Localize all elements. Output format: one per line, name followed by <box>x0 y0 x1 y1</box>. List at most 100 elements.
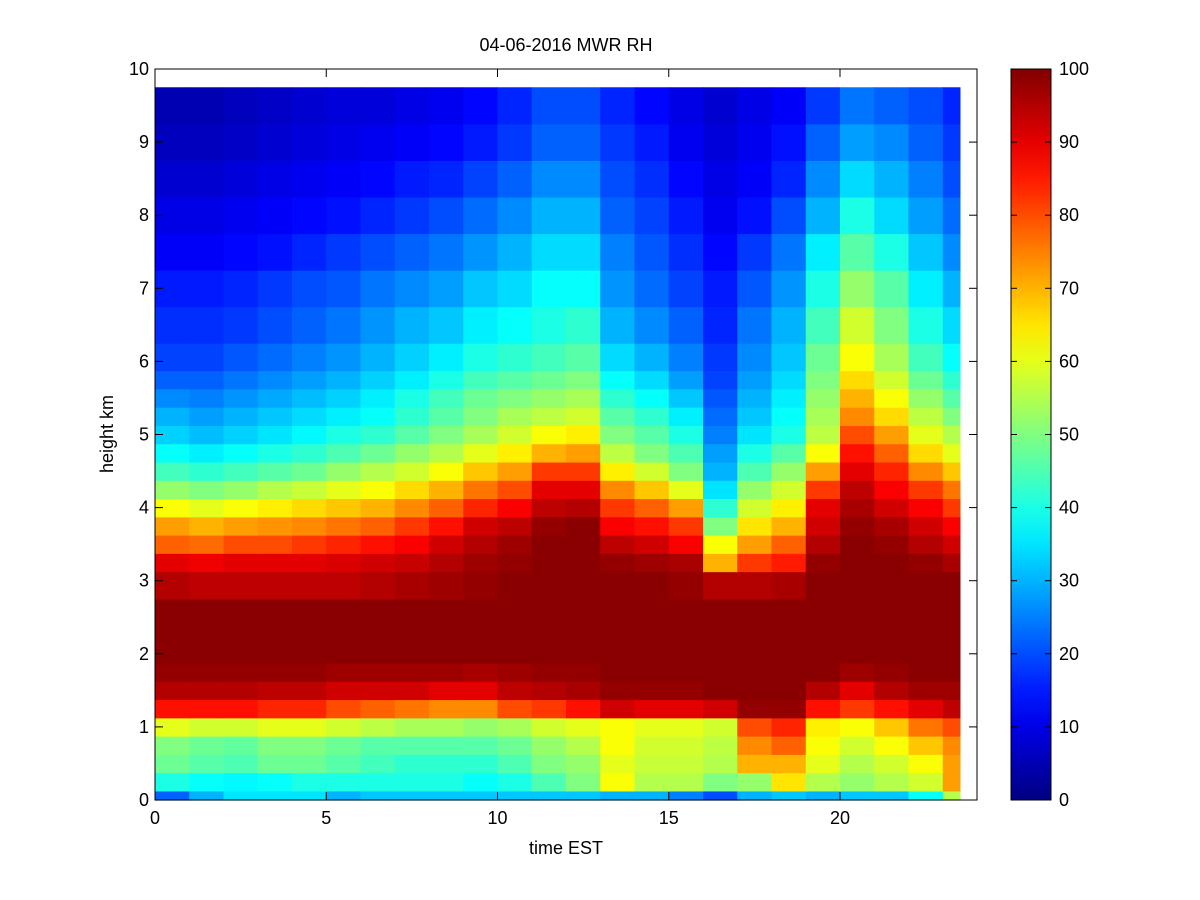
heatmap-cell <box>223 160 259 198</box>
heatmap-cell <box>257 270 293 308</box>
heatmap-cell <box>531 87 567 125</box>
heatmap-cell <box>463 699 499 719</box>
heatmap-cell <box>908 736 944 755</box>
heatmap-cell <box>394 516 430 536</box>
heatmap-cell <box>942 233 961 271</box>
y-tick-label: 5 <box>139 425 149 445</box>
heatmap-cell <box>668 736 704 755</box>
heatmap-cell <box>668 388 704 408</box>
heatmap-cell <box>531 699 567 719</box>
heatmap-cell <box>771 635 807 664</box>
heatmap-cell <box>703 571 738 600</box>
heatmap-cell <box>805 233 841 271</box>
heatmap-cell <box>531 772 567 792</box>
heatmap-cell <box>257 598 293 637</box>
heatmap-cell <box>155 87 190 125</box>
heatmap-cell <box>326 306 362 344</box>
heatmap-cell <box>737 736 773 755</box>
heatmap-cell <box>840 388 875 408</box>
heatmap-cell <box>600 772 636 792</box>
heatmap-cell <box>463 516 499 536</box>
heatmap-cell <box>257 87 293 125</box>
heatmap-cell <box>634 699 670 719</box>
heatmap-cell <box>668 87 704 125</box>
heatmap-cell <box>737 598 773 637</box>
heatmap-cell <box>566 535 601 554</box>
heatmap-cell <box>566 480 601 500</box>
heatmap-cell <box>360 123 396 161</box>
heatmap-cell <box>463 123 499 161</box>
heatmap-cell <box>600 662 636 682</box>
heatmap-cell <box>566 681 601 701</box>
heatmap-cell <box>497 498 533 518</box>
heatmap-cell <box>908 498 944 518</box>
heatmap-cell <box>257 662 293 682</box>
heatmap-cell <box>223 306 259 344</box>
heatmap-cell <box>771 516 807 536</box>
x-tick-label: 10 <box>487 808 507 828</box>
heatmap-cell <box>257 535 293 554</box>
heatmap-cell <box>497 407 533 426</box>
x-tick-label: 20 <box>830 808 850 828</box>
heatmap-cell <box>840 498 875 518</box>
heatmap-cell <box>257 343 293 372</box>
heatmap-cell <box>566 87 601 125</box>
heatmap-cell <box>566 736 601 755</box>
heatmap-cell <box>497 681 533 701</box>
heatmap-cell <box>497 772 533 792</box>
heatmap-cell <box>703 635 738 664</box>
heatmap-cell <box>463 425 499 445</box>
heatmap-cell <box>805 535 841 554</box>
heatmap-cell <box>531 233 567 271</box>
x-axis-label: time EST <box>529 838 603 858</box>
heatmap-cell <box>737 123 773 161</box>
heatmap-cell <box>874 662 910 682</box>
heatmap-cell <box>874 343 910 372</box>
heatmap-cell <box>394 388 430 408</box>
heatmap-cell <box>703 370 738 390</box>
heatmap-cell <box>497 196 533 235</box>
heatmap-cell <box>634 480 670 500</box>
heatmap-cell <box>566 407 601 426</box>
heatmap-cell <box>942 343 961 372</box>
heatmap-cell <box>497 662 533 682</box>
heatmap-cell <box>360 461 396 481</box>
heatmap-cell <box>223 233 259 271</box>
y-tick-label: 3 <box>139 571 149 591</box>
heatmap-cell <box>189 233 225 271</box>
heatmap-cell <box>223 699 259 719</box>
heatmap-cell <box>737 233 773 271</box>
heatmap-cell <box>360 160 396 198</box>
heatmap-cell <box>840 681 875 701</box>
heatmap-cell <box>189 498 225 518</box>
heatmap-cell <box>737 388 773 408</box>
heatmap-cell <box>703 388 738 408</box>
heatmap-cell <box>189 407 225 426</box>
heatmap-cell <box>326 407 362 426</box>
heatmap-cell <box>394 270 430 308</box>
colorbar-ticks: 0 10 20 30 40 50 60 70 80 90 100 <box>1011 59 1089 810</box>
heatmap-cell <box>292 425 327 445</box>
heatmap-cell <box>600 306 636 344</box>
heatmap-cell <box>223 535 259 554</box>
heatmap-cell <box>189 790 225 801</box>
heatmap-cell <box>394 717 430 737</box>
heatmap-cell <box>668 306 704 344</box>
heatmap-cell <box>840 270 875 308</box>
heatmap-cell <box>394 571 430 600</box>
heatmap-cell <box>805 343 841 372</box>
heatmap-cell <box>463 196 499 235</box>
colorbar-tick-label: 60 <box>1059 351 1079 371</box>
heatmap-cell <box>668 516 704 536</box>
heatmap-cell <box>771 754 807 774</box>
heatmap-cell <box>942 736 961 755</box>
heatmap-cell <box>463 233 499 271</box>
heatmap-cell <box>805 87 841 125</box>
heatmap-cell <box>326 270 362 308</box>
heatmap-cell <box>805 123 841 161</box>
heatmap-cell <box>737 717 773 737</box>
heatmap-cell <box>737 160 773 198</box>
heatmap-cell <box>463 443 499 463</box>
heatmap-cell <box>257 553 293 573</box>
heatmap-cell <box>771 717 807 737</box>
